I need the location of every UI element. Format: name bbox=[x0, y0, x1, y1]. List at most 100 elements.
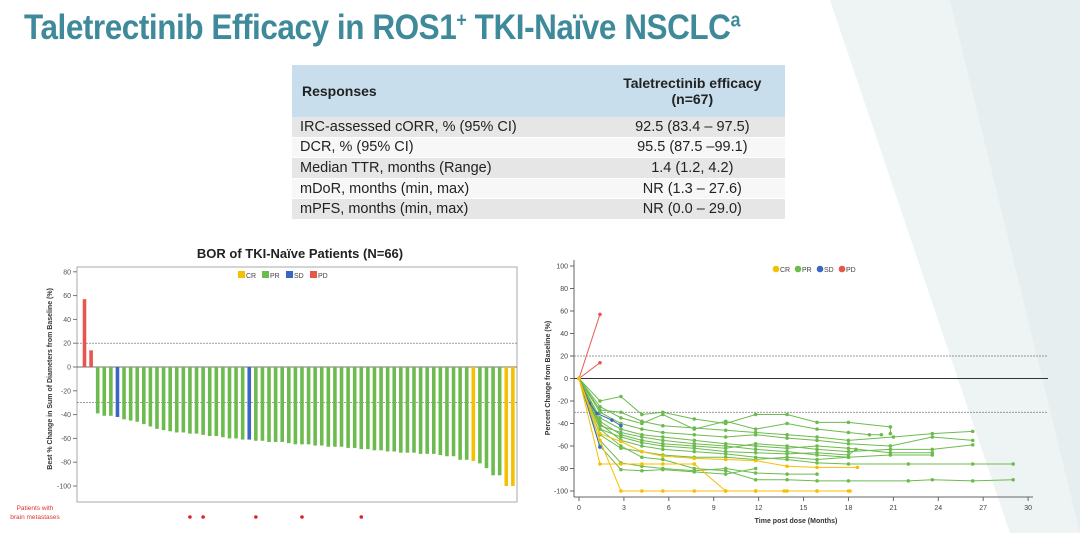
y-tick-label: 100 bbox=[556, 264, 568, 271]
bar-pr bbox=[385, 367, 390, 452]
y-tick-label: -40 bbox=[558, 421, 568, 428]
data-point-pr bbox=[785, 449, 789, 454]
data-point-pr bbox=[785, 436, 789, 440]
data-point-pr bbox=[930, 435, 935, 439]
table-header: Responses Taletrectinib efficacy (n=67) bbox=[292, 65, 785, 117]
data-point-pr bbox=[785, 432, 789, 437]
bar-pr bbox=[359, 367, 364, 450]
legend-label-pd: PD bbox=[318, 273, 328, 280]
series-line-pr bbox=[578, 378, 891, 434]
bar-pr bbox=[392, 367, 397, 452]
data-point-pr bbox=[619, 416, 623, 420]
table-row: Median TTR, months (Range) 1.4 (1.2, 4.2) bbox=[292, 157, 785, 179]
data-point-pr bbox=[906, 462, 911, 466]
data-point-pr bbox=[930, 431, 935, 436]
bar-pr bbox=[214, 367, 219, 437]
bar-pr bbox=[207, 367, 212, 437]
data-point-pr bbox=[640, 427, 644, 431]
bar-pr bbox=[491, 367, 495, 476]
bar-pr bbox=[478, 367, 482, 464]
y-tick-label: -100 bbox=[57, 484, 71, 491]
data-point-pr bbox=[619, 427, 623, 431]
bar-pr bbox=[293, 367, 298, 445]
data-point-cr bbox=[848, 489, 852, 493]
slide-title: Taletrectinib Efficacy in ROS1+ TKI-Naïv… bbox=[24, 8, 741, 47]
data-point-pr bbox=[846, 430, 851, 435]
legend-marker-cr bbox=[772, 265, 780, 273]
y-tick-label: 40 bbox=[63, 317, 71, 324]
data-point-pr bbox=[619, 430, 623, 435]
data-point-pr bbox=[846, 420, 851, 425]
data-point-pr bbox=[598, 404, 602, 409]
data-point-pr bbox=[846, 438, 851, 443]
bar-pr bbox=[201, 367, 205, 435]
data-point-pr bbox=[891, 435, 896, 439]
response-label: mPFS, months (min, max) bbox=[292, 198, 600, 220]
data-point-pr bbox=[661, 467, 665, 472]
bar-cr bbox=[511, 367, 515, 486]
table-row: mDoR, months (min, max) NR (1.3 – 27.6) bbox=[292, 178, 785, 200]
bar-pr bbox=[194, 367, 199, 434]
x-tick-label: 21 bbox=[889, 505, 897, 512]
legend-label-sd: SD bbox=[824, 267, 834, 274]
bar-pr bbox=[418, 367, 423, 454]
data-point-pr bbox=[888, 453, 893, 457]
data-point-pr bbox=[619, 467, 623, 472]
data-point-pr bbox=[785, 455, 789, 460]
y-tick-label: 80 bbox=[560, 286, 568, 293]
legend-label-cr: CR bbox=[780, 267, 790, 274]
data-point-pr bbox=[598, 410, 602, 415]
series-line-pr bbox=[578, 378, 973, 447]
data-point-cr bbox=[619, 489, 623, 493]
data-point-pr bbox=[661, 447, 665, 452]
data-point-pr bbox=[619, 410, 623, 415]
bar-pr bbox=[286, 367, 291, 444]
data-point-pr bbox=[640, 468, 644, 473]
data-point-pr bbox=[753, 432, 758, 437]
bar-sd bbox=[115, 367, 120, 417]
data-point-pr bbox=[846, 479, 851, 483]
data-point-pr bbox=[785, 444, 789, 448]
bar-pr bbox=[431, 367, 436, 454]
waterfall-chart: BOR of TKI-Naïve Patients (N=66) 80 60 40 20… bbox=[10, 246, 518, 521]
data-point-pr bbox=[888, 444, 893, 448]
data-point-cr bbox=[723, 489, 728, 493]
bar-pr bbox=[188, 367, 192, 434]
data-point-pr bbox=[785, 421, 789, 426]
data-point-pr bbox=[692, 438, 697, 443]
x-tick-label: 12 bbox=[755, 505, 763, 512]
data-point-pr bbox=[661, 444, 665, 448]
brain-metastasis-marker bbox=[254, 515, 258, 519]
bar-pr bbox=[333, 367, 337, 447]
y-tick-label: -40 bbox=[61, 412, 71, 419]
response-label: IRC-assessed cORR, % (95% CI) bbox=[292, 117, 600, 138]
data-point-pr bbox=[846, 455, 851, 460]
data-point-pr bbox=[815, 447, 819, 452]
bar-pr bbox=[425, 367, 429, 454]
data-point-pr bbox=[753, 412, 758, 417]
data-point-pr bbox=[661, 430, 665, 435]
data-point-pr bbox=[723, 419, 728, 424]
legend-marker-sd bbox=[816, 265, 824, 273]
y-tick-label: 20 bbox=[560, 354, 568, 361]
legend-label-sd: SD bbox=[294, 273, 304, 280]
bar-pr bbox=[372, 367, 377, 451]
data-point-cr bbox=[723, 457, 728, 462]
efficacy-value: 92.5 (83.4 – 97.5) bbox=[599, 117, 785, 138]
brain-metastasis-marker bbox=[300, 515, 304, 519]
data-point-pr bbox=[846, 446, 851, 451]
data-point-pr bbox=[785, 472, 789, 476]
data-point-cr bbox=[753, 458, 758, 463]
data-point-cr bbox=[640, 489, 644, 493]
data-point-pr bbox=[815, 420, 819, 425]
efficacy-value: 1.4 (1.2, 4.2) bbox=[599, 157, 785, 179]
data-point-pr bbox=[815, 457, 819, 462]
legend-swatch-sd bbox=[286, 271, 293, 278]
data-point-pr bbox=[846, 449, 851, 454]
data-point-pr bbox=[815, 453, 819, 457]
data-point-cr bbox=[619, 462, 623, 466]
data-point-pr bbox=[1011, 477, 1015, 482]
x-tick-label: 0 bbox=[577, 505, 581, 512]
data-point-pr bbox=[867, 432, 872, 437]
bar-pr bbox=[254, 367, 258, 441]
